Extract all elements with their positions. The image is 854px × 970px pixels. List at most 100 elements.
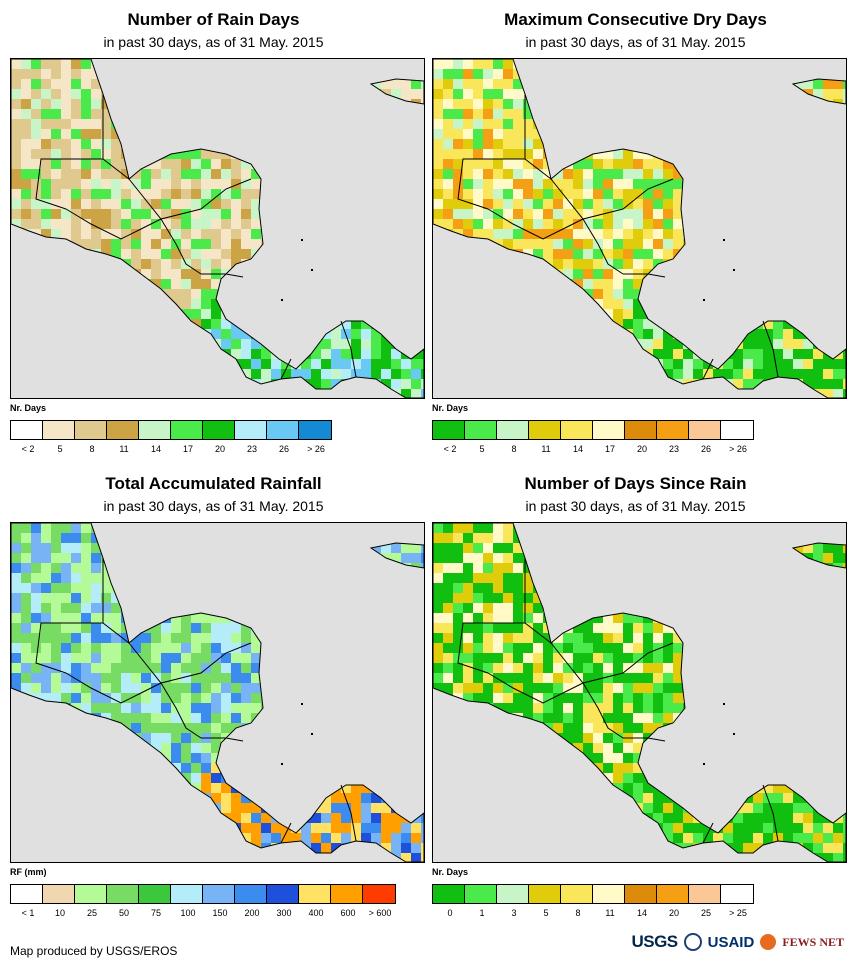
legend-swatch [43,885,75,903]
country-border [340,784,357,842]
legend-tick-label: 100 [180,908,196,918]
legend-title: RF (mm) [10,867,47,877]
island [723,239,725,241]
country-border [201,737,244,742]
legend-tick-label: 26 [700,444,712,454]
country-border [160,218,202,275]
legend-tick-label: < 2 [21,444,35,454]
legend-swatch [433,421,465,439]
legend-tick-label: 8 [89,444,95,454]
legend-tick-label: 14 [572,444,584,454]
panel-rain-days: Number of Rain Days in past 30 days, as … [0,0,427,470]
map-title: Total Accumulated Rainfall [105,474,322,493]
country-border [762,320,779,378]
country-border [65,208,162,240]
country-border [762,784,779,842]
legend-swatch [689,885,721,903]
usgs-logo: USGS [631,932,678,951]
legend-tick-label: 5 [479,444,485,454]
legend-tick-label: 26 [278,444,290,454]
legend-tick-label: 23 [246,444,258,454]
map-title: Number of Rain Days [127,10,300,29]
country-border [102,622,130,644]
legend-colorbar [432,884,754,904]
legend-swatch [75,421,107,439]
map-subtitle: in past 30 days, as of 31 May. 2015 [103,34,324,50]
island [301,703,303,705]
island [723,703,725,705]
legend-swatch [139,885,171,903]
island [281,299,283,301]
legend-swatch [203,885,235,903]
legend-swatch [593,885,625,903]
country-border [623,273,666,278]
legend-swatch [43,421,75,439]
country-border [702,358,714,380]
legend-tick-label: 5 [543,908,549,918]
legend-tick-label: 50 [118,908,130,918]
country-border [65,672,162,704]
country-border [128,642,252,684]
map-subtitle: in past 30 days, as of 31 May. 2015 [525,498,746,514]
legend-swatch [267,421,299,439]
legend-tick-label: 1 [479,908,485,918]
legend-tick-label: 17 [604,444,616,454]
legend-ticks: 0 1 3 5 8 11 14 20 25 > 25 [432,908,772,920]
legend-tick-label: 600 [340,908,356,918]
coastline [11,523,424,862]
coastline [791,78,846,105]
legend-tick-label: 75 [150,908,162,918]
usaid-logo: USAID [707,933,755,951]
legend-title: Nr. Days [432,867,469,877]
legend-tick-label: 25 [86,908,98,918]
legend-tick-label: 23 [668,444,680,454]
island [703,763,705,765]
country-border [201,273,244,278]
legend-swatch [689,421,721,439]
legend-swatch [75,885,107,903]
legend-swatch [171,885,203,903]
legend-swatch [203,421,235,439]
country-border [35,558,104,674]
coastline [369,78,424,105]
legend-swatch [561,885,593,903]
panel-rainfall: Total Accumulated Rainfall in past 30 da… [0,464,427,934]
legend-tick-label: 5 [57,444,63,454]
map-days-since-rain [432,522,847,863]
legend-swatch [299,885,331,903]
legend-swatch [529,421,561,439]
fews-net-logo: FEWS NET [782,934,844,949]
legend-ticks: < 2 5 8 11 14 17 20 23 26 > 26 [10,444,350,456]
coastline [11,59,424,398]
legend-swatch [235,421,267,439]
island [703,299,705,301]
legend-swatch [107,421,139,439]
country-border [550,642,674,684]
legend-tick-label: 20 [636,444,648,454]
map-title: Number of Days Since Rain [524,474,747,493]
country-border [524,622,552,644]
country-border [487,208,584,240]
map-dry-days [432,58,847,399]
legend-swatch [721,885,753,903]
country-border [128,178,252,220]
legend-swatch [625,421,657,439]
legend-tick-label: 11 [605,908,615,918]
country-border [550,178,674,220]
legend-tick-label: 25 [700,908,712,918]
country-border [340,320,357,378]
legend-swatch [171,421,203,439]
island [733,733,735,735]
country-border [35,94,104,210]
legend-tick-label: 8 [511,444,517,454]
coastline [433,59,846,398]
country-border [280,358,292,380]
usaid-seal-icon [683,933,702,951]
map-rain-days [10,58,425,399]
legend-swatch [721,421,753,439]
panel-days-since-rain: Number of Days Since Rain in past 30 day… [422,464,849,934]
legend-tick-label: 0 [447,908,453,918]
legend-tick-label: 14 [636,908,648,918]
coastline [791,542,846,569]
legend-colorbar [10,884,396,904]
